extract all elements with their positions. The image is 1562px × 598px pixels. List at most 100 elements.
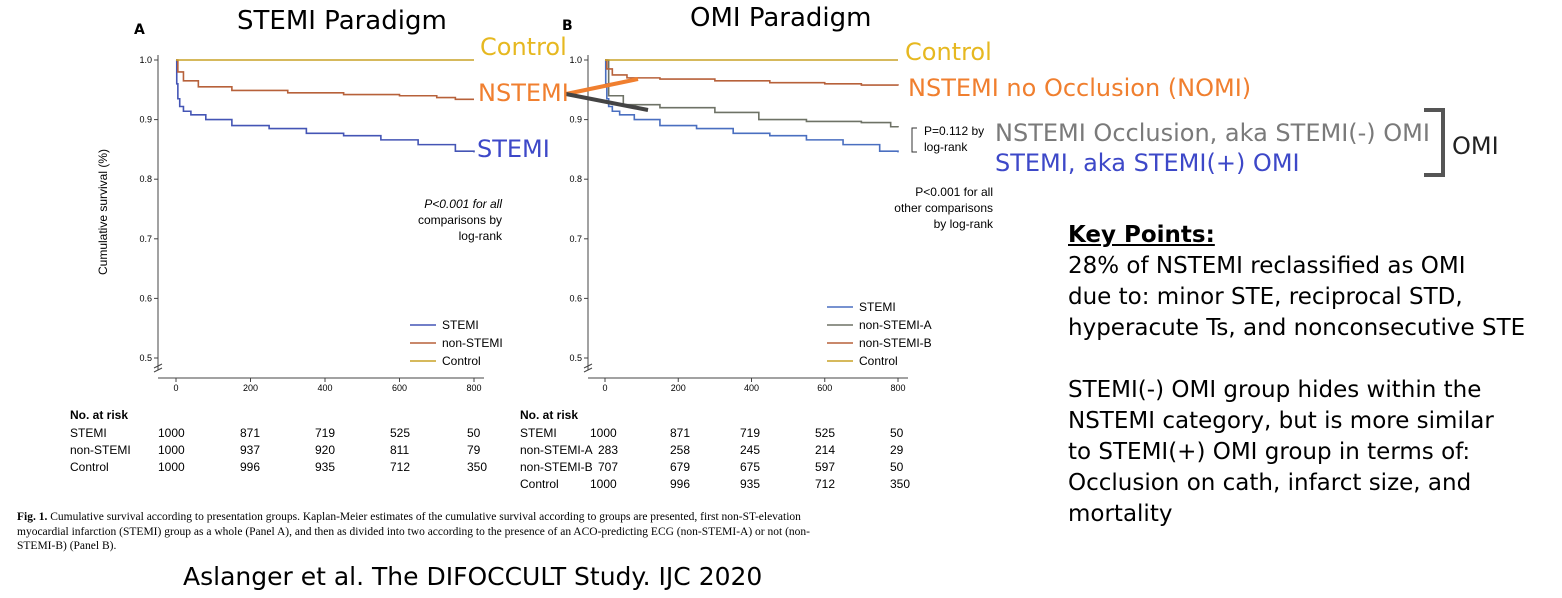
at-risk-row-label: non-STEMI-A [520, 443, 593, 457]
key-point-line: NSTEMI category, but is more similar [1068, 408, 1494, 434]
caption-line: Cumulative survival according to present… [50, 511, 801, 523]
x-tick-label: 600 [817, 383, 832, 393]
annotation-b-top: P=0.112 by log-rank [924, 123, 984, 155]
y-tick-label: 0.9 [569, 115, 582, 125]
y-tick-label: 0.6 [569, 293, 582, 303]
annotation-a: P<0.001 for all comparisons by log-rank [380, 196, 502, 244]
at-risk-value: 920 [315, 443, 336, 457]
axis-break [583, 363, 593, 373]
legend-label: STEMI [442, 318, 479, 332]
x-tick-label: 400 [317, 383, 332, 393]
at-risk-value: 525 [815, 426, 836, 440]
x-tick-label: 200 [243, 383, 258, 393]
at-risk-value: 712 [390, 460, 411, 474]
y-tick-label: 0.9 [139, 115, 152, 125]
label-stemi-omi: STEMI, aka STEMI(+) OMI [995, 149, 1300, 177]
annotation-b-line: P<0.001 for all [915, 185, 993, 199]
omi-bracket [1424, 108, 1445, 177]
at-risk-row-label: Control [70, 460, 109, 474]
legend-label: Control [442, 354, 481, 368]
label-nomi: NSTEMI no Occlusion (NOMI) [908, 74, 1252, 102]
at-risk-value: 350 [467, 460, 488, 474]
panel-label-b: B [562, 18, 573, 34]
label-stemi-a: STEMI [477, 135, 550, 163]
title-stemi-paradigm: STEMI Paradigm [237, 6, 447, 36]
at-risk-value: 1000 [158, 443, 185, 457]
p-value-bracket [911, 127, 917, 153]
at-risk-row-label: STEMI [70, 426, 107, 440]
y-tick-label: 0.7 [569, 234, 582, 244]
y-tick-label: 0.6 [139, 293, 152, 303]
at-risk-value: 811 [390, 443, 410, 457]
axis-break [153, 363, 163, 373]
label-omi-bracket: OMI [1452, 132, 1499, 160]
at-risk-value: 712 [815, 477, 836, 491]
key-point-line: Occlusion on cath, infarct size, and [1068, 470, 1472, 496]
y-tick-label: 0.8 [139, 174, 152, 184]
at-risk-value: 871 [670, 426, 691, 440]
at-risk-value: 1000 [158, 460, 185, 474]
panel-label-a: A [134, 22, 145, 38]
at-risk-value: 675 [740, 460, 761, 474]
annotation-b-top-line: P=0.112 by [924, 124, 985, 138]
at-risk-row-label: non-STEMI [70, 443, 131, 457]
at-risk-value: 935 [315, 460, 336, 474]
key-point-line: to STEMI(+) OMI group in terms of: [1068, 439, 1471, 465]
at-risk-value: 79 [467, 443, 481, 457]
key-point-line: mortality [1068, 501, 1173, 527]
series-line-stemi [175, 59, 475, 153]
connector-nstemi-to-nomi [565, 77, 639, 96]
x-tick-label: 200 [671, 383, 686, 393]
y-tick-label: 0.7 [139, 234, 152, 244]
at-risk-row-label: non-STEMI-B [520, 460, 593, 474]
at-risk-value: 679 [670, 460, 691, 474]
at-risk-row-label: Control [520, 477, 559, 491]
x-tick-label: 800 [890, 383, 905, 393]
at-risk-value: 258 [670, 443, 691, 457]
y-tick-label: 0.8 [569, 174, 582, 184]
citation: Aslanger et al. The DIFOCCULT Study. IJC… [183, 562, 763, 591]
y-tick-label: 0.5 [139, 353, 152, 363]
label-nstemi-omi: NSTEMI Occlusion, aka STEMI(-) OMI [995, 119, 1430, 147]
connector-nstemi-to-omi [565, 92, 649, 112]
series-line-stemi [604, 59, 899, 153]
legend-label: STEMI [859, 300, 896, 314]
x-tick-label: 0 [602, 383, 607, 393]
at-risk-value: 937 [240, 443, 261, 457]
at-risk-row-label: STEMI [520, 426, 557, 440]
at-risk-value: 996 [670, 477, 691, 491]
annotation-b: P<0.001 for all other comparisons by log… [860, 184, 993, 232]
at-risk-value: 719 [740, 426, 761, 440]
key-points: Key Points: 28% of NSTEMI reclassified a… [1068, 220, 1525, 530]
key-point-line: 28% of NSTEMI reclassified as OMI [1068, 253, 1466, 279]
label-control-b: Control [905, 38, 992, 66]
at-risk-value: 50 [467, 426, 481, 440]
title-omi-paradigm: OMI Paradigm [690, 3, 872, 33]
x-tick-label: 400 [744, 383, 759, 393]
caption-line: myocardial infarction (STEMI) group as a… [17, 525, 810, 538]
at-risk-value: 871 [240, 426, 261, 440]
key-point-line: hyperacute Ts, and nonconsecutive STE [1068, 315, 1526, 341]
at-risk-value: 283 [598, 443, 619, 457]
at-risk-value: 597 [815, 460, 836, 474]
at-risk-value: 50 [890, 426, 904, 440]
x-tick-label: 0 [173, 383, 178, 393]
at-risk-value: 50 [890, 460, 904, 474]
key-point-line: STEMI(-) OMI group hides within the [1068, 377, 1482, 403]
series-line-non-stemi-b [605, 59, 899, 86]
annotation-b-top-line: log-rank [924, 140, 968, 154]
at-risk-title-b: No. at risk [520, 408, 579, 422]
x-tick-label: 800 [466, 383, 481, 393]
at-risk-value: 1000 [590, 426, 617, 440]
y-tick-label: 0.5 [569, 353, 582, 363]
key-points-heading: Key Points: [1068, 222, 1215, 248]
annotation-a-line: log-rank [458, 229, 502, 243]
at-risk-value: 525 [390, 426, 411, 440]
annotation-a-line: comparisons by [417, 213, 502, 227]
key-point-line: due to: minor STE, reciprocal STD, [1068, 284, 1463, 310]
label-control-a: Control [480, 33, 567, 61]
at-risk-title-a: No. at risk [70, 408, 129, 422]
at-risk-value: 996 [240, 460, 261, 474]
legend-label: non-STEMI-A [859, 318, 932, 332]
